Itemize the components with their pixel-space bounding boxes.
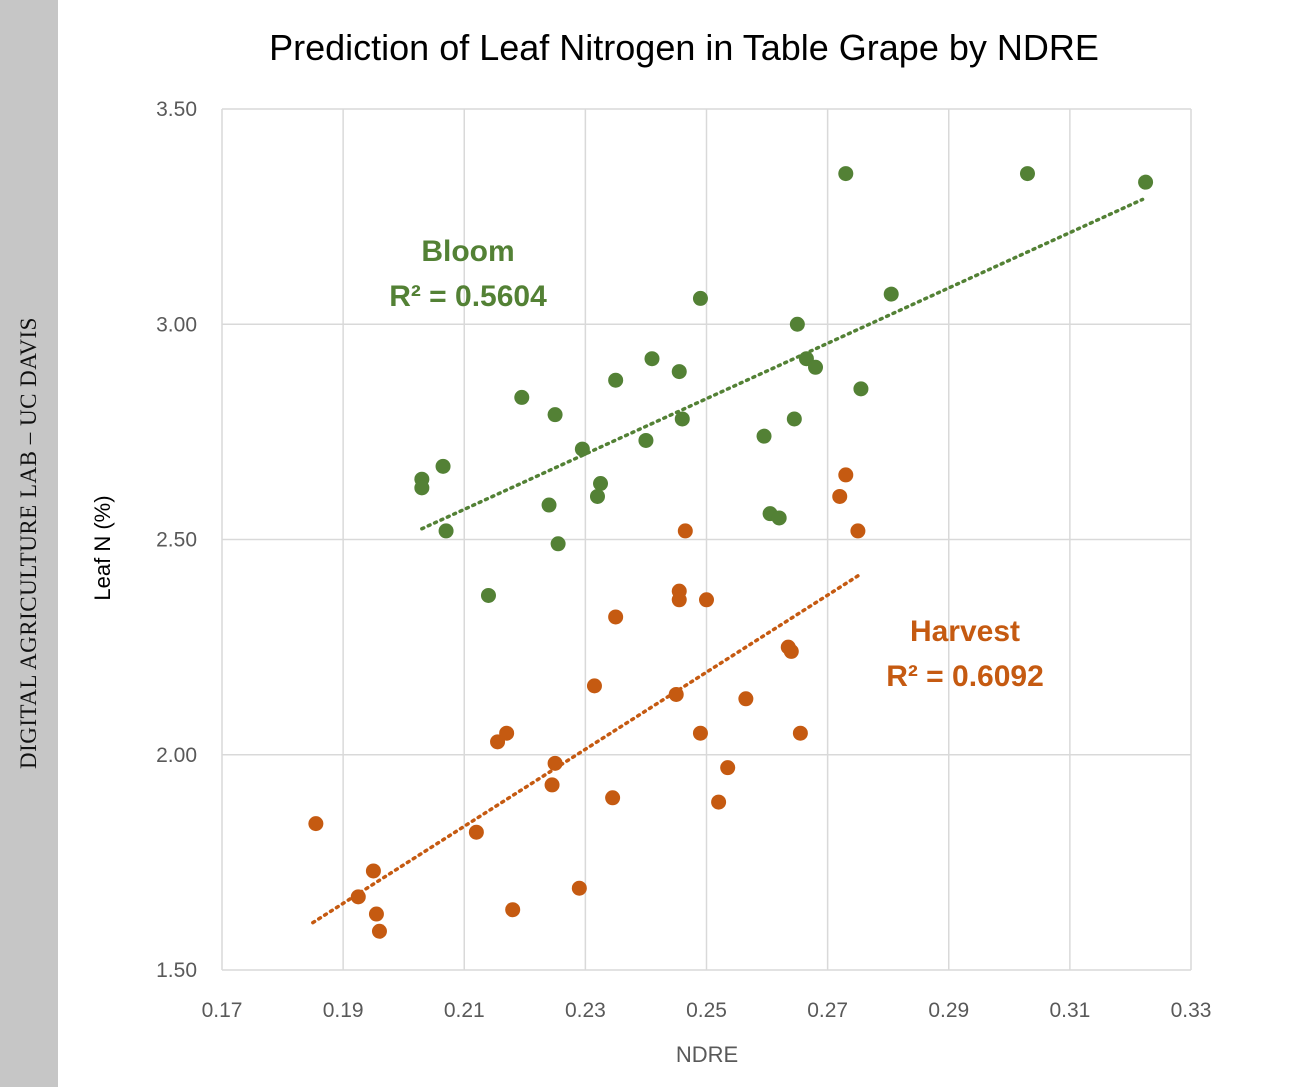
y-tick-label: 1.50 — [156, 959, 197, 982]
harvest-point — [838, 467, 854, 483]
bloom-point — [674, 411, 690, 427]
bloom-point — [838, 166, 854, 182]
bloom-point — [756, 428, 772, 444]
harvest-trendline — [311, 572, 863, 925]
x-axis-title: NDRE — [676, 1042, 738, 1067]
bloom-trendline — [420, 197, 1145, 531]
harvest-r-squared: R² = 0.6092 — [886, 660, 1044, 693]
harvest-point — [783, 643, 799, 659]
bloom-point — [435, 458, 451, 474]
bloom-point — [541, 497, 557, 513]
harvest-point — [792, 725, 808, 741]
annotations: Bloom R² = 0.5604 Harvest R² = 0.6092 — [389, 235, 1044, 693]
bloom-point — [771, 510, 787, 526]
x-tick-label: 0.17 — [202, 999, 243, 1022]
x-tick-label: 0.23 — [565, 999, 606, 1022]
bloom-point — [550, 536, 566, 552]
harvest-point — [699, 592, 714, 608]
y-tick-label: 2.00 — [156, 744, 197, 767]
x-tick-label: 0.33 — [1171, 999, 1212, 1022]
bloom-point — [789, 316, 805, 332]
harvest-point — [547, 755, 563, 771]
bloom-point — [808, 359, 824, 375]
bloom-r-squared: R² = 0.5604 — [389, 280, 547, 313]
bloom-point — [1138, 174, 1154, 190]
bloom-point — [414, 480, 430, 496]
x-tick-label: 0.25 — [686, 999, 727, 1022]
harvest-point — [720, 760, 736, 776]
harvest-label: Harvest — [910, 615, 1020, 648]
harvest-point — [668, 686, 684, 702]
bloom-point — [593, 476, 609, 492]
x-tick-label: 0.27 — [807, 999, 848, 1022]
harvest-point — [608, 609, 624, 625]
y-axis-title: Leaf N (%) — [90, 495, 115, 600]
harvest-point — [850, 523, 866, 539]
bloom-point — [692, 290, 708, 306]
bloom-point — [786, 411, 802, 427]
y-tick-label: 3.50 — [156, 98, 197, 121]
harvest-point — [308, 816, 324, 832]
harvest-point — [605, 790, 621, 806]
bloom-point — [853, 381, 869, 397]
harvest-point — [671, 592, 687, 608]
harvest-point — [571, 880, 587, 896]
harvest-point — [544, 777, 560, 793]
harvest-point — [586, 678, 602, 694]
harvest-point — [499, 725, 515, 741]
harvest-point — [350, 889, 366, 905]
y-tick-label: 2.50 — [156, 529, 197, 552]
bloom-point — [883, 286, 899, 302]
bloom-point — [574, 441, 590, 457]
x-tick-label: 0.19 — [323, 999, 364, 1022]
harvest-point — [468, 824, 484, 840]
harvest-point — [368, 906, 384, 922]
bloom-point — [638, 432, 654, 448]
harvest-point — [692, 725, 708, 741]
bloom-point — [589, 488, 605, 504]
harvest-point — [738, 691, 754, 707]
bloom-point — [608, 372, 624, 388]
bloom-point — [644, 351, 660, 367]
bloom-point — [480, 587, 496, 603]
bloom-point — [547, 407, 563, 423]
side-band: DIGITAL AGRICULTURE LAB – UC DAVIS — [0, 0, 58, 1087]
bloom-point — [671, 364, 687, 380]
harvest-point — [832, 488, 848, 504]
trendlines — [311, 197, 1145, 925]
bloom-point — [1019, 166, 1035, 182]
chart-title: Prediction of Leaf Nitrogen in Table Gra… — [269, 27, 1099, 68]
bloom-point — [438, 523, 454, 539]
bloom-point — [514, 389, 530, 405]
x-tick-label: 0.29 — [928, 999, 969, 1022]
data-points — [308, 166, 1154, 939]
harvest-point — [677, 523, 693, 539]
grid — [221, 108, 1192, 971]
harvest-point — [371, 923, 387, 939]
x-tick-labels: 0.17 0.19 0.21 0.23 0.25 0.27 0.29 0.31 0.33 — [202, 999, 1212, 1022]
x-tick-label: 0.31 — [1049, 999, 1090, 1022]
harvest-point — [505, 902, 521, 918]
y-tick-label: 3.00 — [156, 313, 197, 336]
harvest-point — [711, 794, 727, 810]
x-tick-label: 0.21 — [444, 999, 485, 1022]
y-tick-labels: 3.50 3.00 2.50 2.00 1.50 — [156, 98, 197, 982]
bloom-label: Bloom — [421, 235, 514, 268]
harvest-point — [365, 863, 381, 879]
